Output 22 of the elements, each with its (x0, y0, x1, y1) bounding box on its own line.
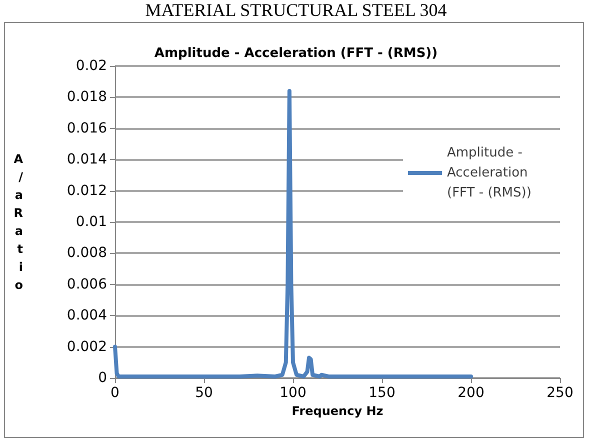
x-axis-title: Frequency Hz (292, 404, 384, 418)
y-tick-label: 0.018 (66, 89, 107, 106)
y-tick-label: 0.01 (76, 214, 107, 230)
x-tick-label: 150 (368, 385, 396, 401)
y-tick-label: 0.014 (66, 152, 108, 168)
y-axis-title: A/aRatio (14, 152, 24, 292)
y-tick-label: 0.012 (66, 182, 107, 199)
x-tick-label: 100 (280, 385, 306, 401)
y-tick-label: 0.002 (66, 338, 107, 355)
y-tick-label: 0.008 (66, 245, 107, 262)
x-tick-label: 200 (458, 385, 484, 401)
y-tick-label: 0.016 (66, 120, 108, 136)
text: MATERIAL STRUCTURAL STEEL 304 (144, 0, 448, 20)
x-tick-label: 250 (546, 385, 574, 401)
chart-title: Amplitude - Acceleration (FFT - (RMS)) (154, 46, 438, 61)
y-tick-label: 0.006 (66, 276, 108, 292)
x-tick-label: 0 (110, 385, 120, 401)
y-tick-label: 0 (98, 370, 107, 386)
legend-label: Amplitude - Acceleration (FFT - (RMS)) (447, 146, 532, 200)
y-tick-label: 0.02 (76, 58, 107, 74)
y-tick-label: 0.004 (66, 308, 108, 324)
x-tick-label: 50 (195, 385, 213, 401)
